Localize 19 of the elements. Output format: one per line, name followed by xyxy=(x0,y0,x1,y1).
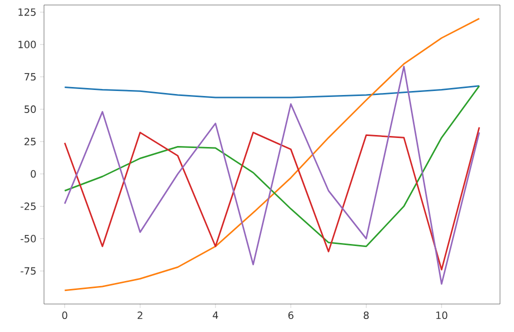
x-tick-label: 2 xyxy=(138,312,142,319)
x-tick-label: 8 xyxy=(364,312,369,320)
y-tick-label: -50 xyxy=(20,234,36,242)
line-series xyxy=(64,18,480,292)
line-series xyxy=(64,66,480,285)
y-tick-label: -75 xyxy=(20,267,36,275)
y-tick-label: 25 xyxy=(24,138,36,146)
x-tick-label: 4 xyxy=(212,312,218,319)
y-tick-label: -25 xyxy=(20,202,36,210)
x-tick-label: 0 xyxy=(62,312,68,320)
x-tick-label: 6 xyxy=(288,312,294,320)
y-tick-label: 100 xyxy=(18,40,36,48)
y-tick-label: 75 xyxy=(24,73,36,81)
line-series xyxy=(64,85,480,248)
y-tick-label: 125 xyxy=(18,8,36,16)
x-tick-label: 10 xyxy=(436,312,448,320)
y-tick-label: 0 xyxy=(30,170,36,178)
line-series xyxy=(64,126,480,270)
y-tick-label: 50 xyxy=(24,105,36,113)
